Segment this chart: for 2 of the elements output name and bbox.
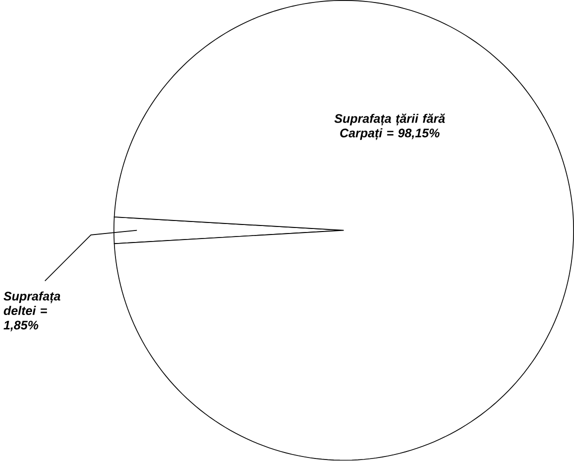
slice-label: Suprafața țării fără Carpați = 98,15% bbox=[334, 114, 445, 140]
slice-label: Suprafața deltei = 1,85% bbox=[4, 292, 60, 332]
